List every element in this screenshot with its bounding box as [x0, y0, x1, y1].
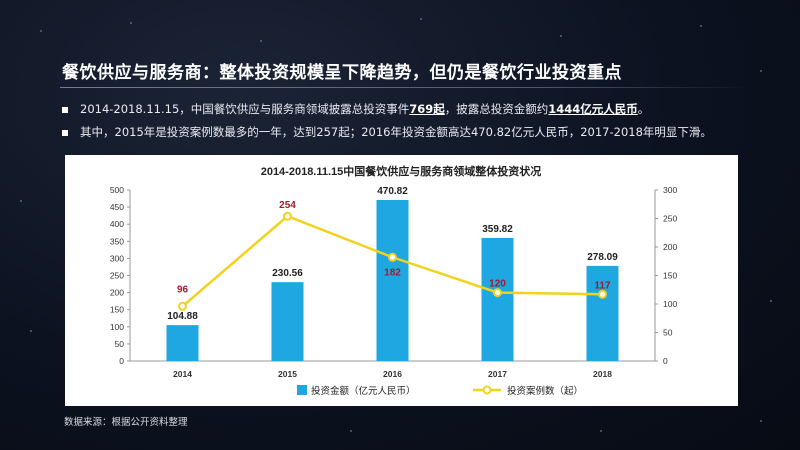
y-tick-label-right: 150 [663, 271, 677, 281]
chart-panel: 2014-2018.11.15中国餐饮供应与服务商领域整体投资状况 0 50 100… [65, 155, 738, 406]
bar-amount [271, 282, 304, 361]
line-data-label: 182 [384, 267, 401, 278]
y-tick-label-right: 250 [663, 214, 677, 224]
data-source-note: 数据来源：根据公开资料整理 [64, 417, 188, 428]
line-point [388, 252, 397, 262]
y-tick-label-left: 350 [110, 236, 124, 246]
line-point [493, 288, 502, 298]
bar-amount [586, 265, 619, 361]
bar-data-label: 278.09 [587, 252, 618, 263]
bullet-square-icon [62, 129, 68, 136]
line-data-label: 120 [489, 279, 506, 290]
y-tick-label-left: 200 [110, 288, 124, 298]
bullet-summary-amount: 1444亿元人民币 [548, 102, 638, 116]
y-tick-label-left: 500 [110, 185, 124, 195]
y-tick-label-right: 300 [663, 185, 677, 195]
x-tick-label: 2017 [488, 369, 507, 379]
y-tick-label-left: 100 [110, 322, 124, 332]
chart-title: 2014-2018.11.15中国餐饮供应与服务商领域整体投资状况 [261, 164, 542, 178]
legend-marker-count [482, 385, 492, 395]
y-tick-label-left: 250 [110, 271, 124, 281]
x-tick-label: 2014 [173, 369, 192, 379]
y-tick-label-right: 0 [663, 356, 668, 366]
x-tick-label: 2018 [593, 369, 612, 379]
legend-label-amount: 投资金额（亿元人民币） [311, 385, 416, 397]
bullet-summary-mid: ，披露总投资金额约 [444, 102, 549, 116]
line-point [598, 289, 607, 299]
bar-amount [166, 325, 199, 361]
y-tick-label-right: 100 [663, 299, 677, 309]
y-tick-label-left: 450 [110, 202, 124, 212]
bar-data-label: 470.82 [377, 186, 408, 197]
bar-data-label: 230.56 [272, 268, 303, 279]
x-tick-label: 2015 [278, 369, 297, 379]
legend-swatch-amount [297, 385, 307, 395]
bar-amount [376, 199, 409, 361]
bullet-detail: 其中，2015年是投资案例数最多的一年，达到257起；2016年投资金额高达47… [62, 124, 712, 140]
bar-data-label: 104.88 [167, 311, 198, 322]
legend-label-count: 投资案例数（起） [507, 385, 583, 397]
y-tick-label-right: 200 [663, 242, 677, 252]
x-tick-label: 2016 [383, 369, 402, 379]
bullet-summary-count: 769起 [409, 102, 445, 116]
bullet-summary: 2014-2018.11.15，中国餐饮供应与服务商领域披露总投资事件769起，… [62, 101, 649, 117]
y-tick-label-left: 150 [110, 305, 124, 315]
y-tick-label-left: 50 [115, 339, 125, 349]
bullet-summary-pre: 2014-2018.11.15，中国餐饮供应与服务商领域披露总投资事件 [80, 102, 410, 116]
y-tick-label-left: 400 [110, 219, 124, 229]
line-data-label: 254 [279, 200, 296, 211]
investment-chart: 2014-2018.11.15中国餐饮供应与服务商领域整体投资状况 0 50 100… [110, 164, 678, 397]
bar-data-label: 359.82 [482, 224, 513, 235]
line-point [178, 301, 187, 311]
bar-amount [481, 237, 514, 361]
page-title: 餐饮供应与服务商：整体投资规模呈下降趋势，但仍是餐饮行业投资重点 [62, 63, 622, 83]
line-data-label: 117 [594, 280, 611, 291]
bullet-detail-text: 其中，2015年是投资案例数最多的一年，达到257起；2016年投资金额高达47… [80, 125, 712, 139]
y-tick-label-left: 0 [119, 356, 124, 366]
y-tick-label-right: 50 [663, 328, 673, 338]
line-data-label: 96 [177, 284, 189, 295]
bullet-summary-post: 。 [637, 102, 650, 116]
bullet-square-icon [62, 106, 68, 113]
y-tick-label-left: 300 [110, 253, 124, 263]
line-point [283, 211, 292, 221]
title-underline [60, 87, 750, 88]
